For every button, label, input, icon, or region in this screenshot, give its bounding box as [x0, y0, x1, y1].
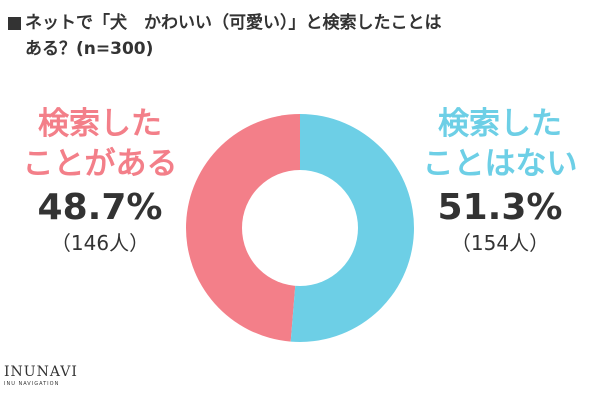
not-searched-percent: 51.3%: [437, 187, 563, 228]
logo-sub-text: INU NAVIGATION: [4, 381, 60, 387]
not-searched-label-block: 検索した ことはない 51.3% （154人）: [400, 104, 600, 256]
logo-main-text: INUNAVI: [4, 364, 78, 380]
not-searched-label-line-2: ことはない: [422, 146, 578, 182]
searched-label-line-2: ことがある: [22, 146, 178, 182]
title-square-icon: [8, 16, 21, 30]
not-searched-count: （154人）: [450, 231, 550, 255]
searched-count: （146人）: [50, 231, 150, 255]
not-searched-label-line-1: 検索した: [438, 106, 562, 142]
searched-label-block: 検索した ことがある 48.7% （146人）: [0, 104, 200, 256]
inunavi-logo: INUNAVI INU NAVIGATION: [4, 364, 78, 388]
title-line-1: ネットで「犬 かわいい（可愛い）」と検索したことは: [25, 13, 442, 33]
searched-label-line-1: 検索した: [38, 106, 162, 142]
chart-title: ネットで「犬 かわいい（可愛い）」と検索したことは ある？(n=300): [8, 10, 592, 62]
donut-chart: [186, 113, 415, 342]
searched-percent: 48.7%: [37, 187, 163, 228]
donut-hole: [242, 170, 358, 286]
title-line-2: ある？(n=300): [25, 39, 154, 59]
